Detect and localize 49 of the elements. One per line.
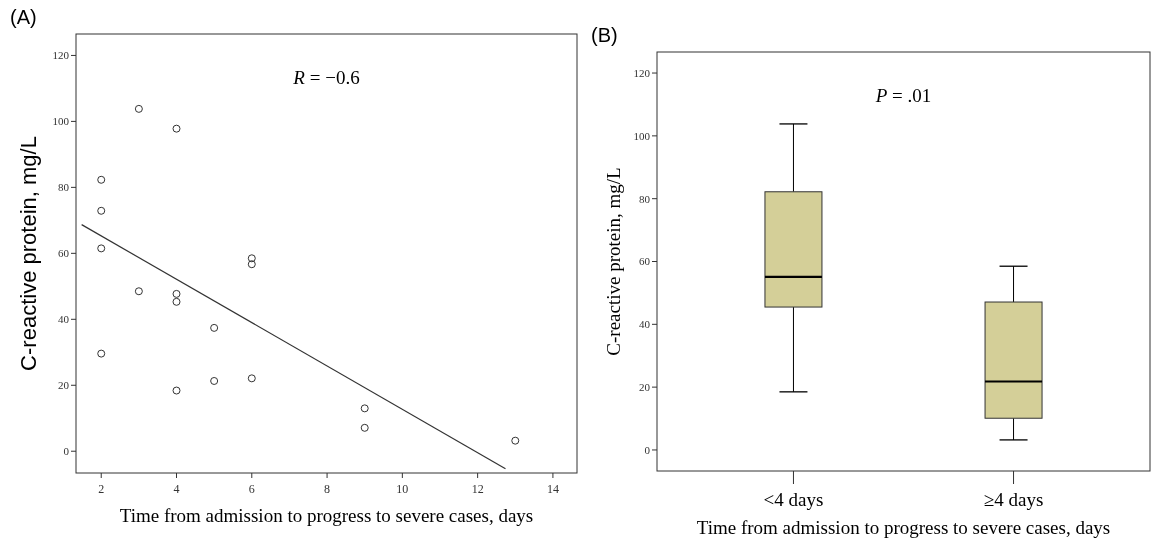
y-tick-label: 120 bbox=[633, 66, 651, 79]
x-tick-label: 2 bbox=[98, 482, 105, 496]
y-tick-label: 20 bbox=[58, 379, 70, 392]
point bbox=[360, 404, 369, 413]
annotation: P = .01 bbox=[874, 85, 932, 106]
y-tick-label: 0 bbox=[63, 445, 70, 458]
point bbox=[511, 436, 520, 445]
point bbox=[97, 206, 106, 215]
x-tick-label: ≥4 days bbox=[983, 489, 1044, 510]
point bbox=[172, 124, 181, 133]
point bbox=[172, 386, 181, 395]
x-tick-label: 6 bbox=[248, 482, 255, 496]
x-tick-label: 8 bbox=[324, 482, 331, 496]
point bbox=[210, 376, 219, 385]
point bbox=[134, 287, 143, 296]
y-tick-label: 60 bbox=[639, 255, 651, 268]
y-axis-title: C-reactive protein, mg/L bbox=[603, 167, 624, 356]
point bbox=[210, 323, 219, 332]
point bbox=[360, 423, 369, 432]
x-tick-label: 14 bbox=[546, 482, 559, 496]
x-axis-title: Time from admission to progress to severe cases, days bbox=[119, 505, 534, 526]
y-tick-label: 100 bbox=[52, 115, 70, 128]
chart-title: (A) bbox=[10, 6, 37, 28]
point bbox=[172, 289, 181, 298]
point bbox=[134, 104, 143, 113]
point bbox=[97, 175, 106, 184]
point bbox=[172, 297, 181, 306]
x-tick-label: 10 bbox=[396, 482, 409, 496]
x-axis-title: Time from admission to progress to severe cases, days bbox=[696, 517, 1111, 538]
y-tick-label: 80 bbox=[58, 181, 70, 194]
point bbox=[247, 374, 256, 383]
y-tick-label: 80 bbox=[639, 192, 651, 205]
y-tick-label: 20 bbox=[639, 380, 651, 393]
point bbox=[97, 244, 106, 253]
point bbox=[97, 349, 106, 358]
x-tick-label: 12 bbox=[471, 482, 484, 496]
point bbox=[247, 254, 256, 263]
point bbox=[247, 260, 256, 269]
y-tick-label: 60 bbox=[58, 247, 70, 260]
annotation: R = −0.6 bbox=[292, 67, 360, 88]
y-tick-label: 0 bbox=[644, 443, 651, 456]
y-tick-label: 120 bbox=[52, 49, 70, 62]
x-tick-label: <4 days bbox=[763, 489, 824, 510]
chart-title: (B) bbox=[591, 24, 618, 46]
y-tick-label: 100 bbox=[633, 129, 651, 142]
y-tick-label: 40 bbox=[58, 313, 70, 326]
y-axis-title: C-reactive protein, mg/L bbox=[16, 136, 41, 371]
x-tick-label: 4 bbox=[173, 482, 180, 496]
y-tick-label: 40 bbox=[639, 318, 651, 331]
